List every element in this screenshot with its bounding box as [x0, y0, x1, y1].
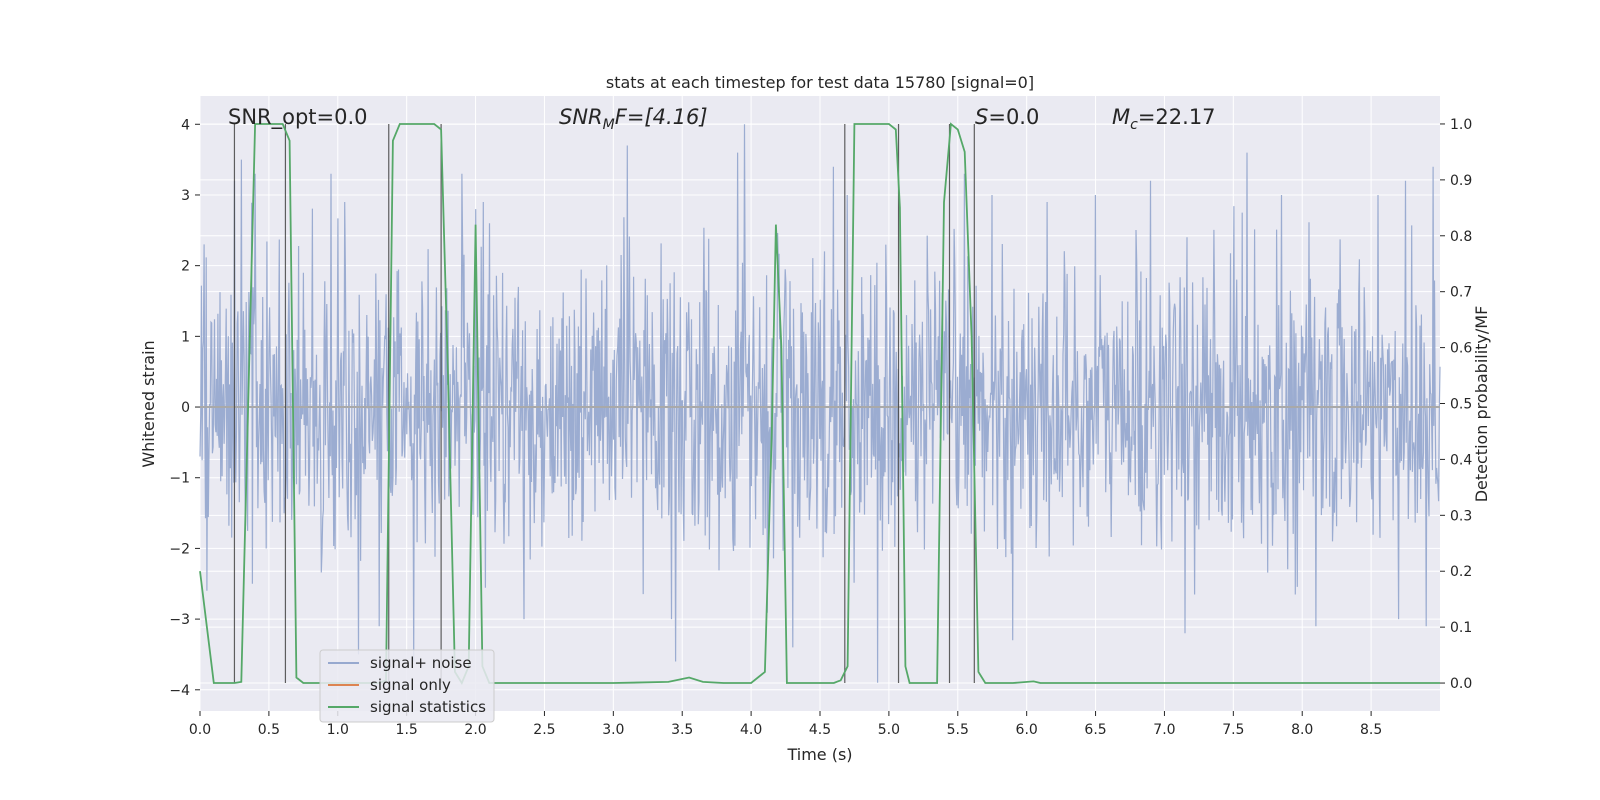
- annotation-snr-mf-main: SNR: [559, 105, 603, 129]
- x-tick-label-3: 1.5: [396, 722, 418, 738]
- series-signal-noise: [199, 124, 1441, 683]
- annotation-mc-tail: =22.17: [1138, 105, 1216, 129]
- signal-statistics-line: [199, 122, 1440, 685]
- signal-noise-line: [199, 124, 1441, 683]
- annotation-snr-opt: SNR_opt=0.0: [228, 105, 368, 130]
- annotation-mc-main: M: [1112, 105, 1130, 129]
- x-tick-label-10: 5.0: [878, 722, 900, 738]
- x-tick-label-5: 2.5: [533, 722, 555, 738]
- chart-title: stats at each timestep for test data 157…: [606, 73, 1034, 92]
- y-tick-label-1: 3: [181, 188, 190, 204]
- x-tick-label-6: 3.0: [602, 722, 624, 738]
- annotation-snr-mf-tail: F=[4.16]: [615, 105, 708, 129]
- y2-tick-label-0: 1.0: [1450, 117, 1472, 133]
- y-tick-label-6: −2: [169, 541, 190, 557]
- x-tick-label-1: 0.5: [258, 722, 280, 738]
- y2-tick-label-5: 0.5: [1450, 397, 1472, 413]
- y-axis-label: Whitened strain: [139, 340, 158, 467]
- y2-tick-label-1: 0.9: [1450, 173, 1472, 189]
- vertical-markers: [233, 123, 975, 684]
- x-tick-label-15: 7.5: [1222, 722, 1244, 738]
- x-tick-label-8: 4.0: [740, 722, 762, 738]
- annotation-snr-mf-sub: M: [603, 117, 615, 133]
- x-tick-label-12: 6.0: [1016, 722, 1038, 738]
- x-tick-label-7: 3.5: [671, 722, 693, 738]
- y-axis-ticks: 4 3 2 1 0 −1 −2 −3 −4: [169, 117, 200, 699]
- y-tick-label-3: 1: [181, 329, 190, 345]
- legend-box: [319, 649, 495, 723]
- x-axis-ticks: 0.0 0.5 1.0 1.5 2.0 2.5 3.0 3.5 4.0 4.5 5.0 5.5 6.0 6…: [189, 711, 1382, 738]
- legend-label-signal-noise: signal+ noise: [370, 654, 472, 672]
- y-tick-label-8: −4: [169, 683, 190, 699]
- y2-tick-label-7: 0.3: [1450, 508, 1472, 524]
- series-signal-statistics: [199, 122, 1440, 685]
- y2-tick-label-2: 0.8: [1450, 229, 1472, 245]
- y2-tick-label-6: 0.4: [1450, 452, 1472, 468]
- y2-tick-label-4: 0.6: [1450, 341, 1472, 357]
- y2-tick-label-9: 0.1: [1450, 620, 1472, 636]
- y-tick-label-0: 4: [181, 117, 190, 133]
- y-tick-label-7: −3: [169, 612, 190, 628]
- x-tick-label-17: 8.5: [1360, 722, 1382, 738]
- legend-label-signal-statistics: signal statistics: [370, 698, 486, 716]
- y-tick-label-2: 2: [181, 259, 190, 275]
- legend: signal+ noise signal only signal statist…: [319, 649, 495, 723]
- annotation-s-tail: =0.0: [988, 105, 1039, 129]
- x-axis-label: Time (s): [786, 745, 852, 764]
- x-tick-label-14: 7.0: [1153, 722, 1175, 738]
- x-tick-label-9: 4.5: [809, 722, 831, 738]
- y2-tick-label-10: 0.0: [1450, 676, 1472, 692]
- x-tick-label-4: 2.0: [464, 722, 486, 738]
- y2-tick-label-8: 0.2: [1450, 564, 1472, 580]
- y-tick-label-5: −1: [169, 471, 190, 487]
- annotation-snr-mf: SNRMF=[4.16]: [559, 105, 708, 133]
- y-tick-label-4: 0: [181, 400, 190, 416]
- annotation-s: S=0.0: [975, 105, 1039, 129]
- y2-axis-ticks: 1.0 0.9 0.8 0.7 0.6 0.5 0.4 0.3 0.2 0.1 0.0: [1440, 117, 1472, 692]
- x-tick-label-11: 5.5: [947, 722, 969, 738]
- annotation-mc: Mc=22.17: [1112, 105, 1216, 133]
- x-tick-label-16: 8.0: [1291, 722, 1313, 738]
- x-tick-label-13: 6.5: [1084, 722, 1106, 738]
- annotation-s-main: S: [975, 105, 988, 129]
- y2-tick-label-3: 0.7: [1450, 285, 1472, 301]
- annotation-mc-sub: c: [1130, 117, 1138, 133]
- x-tick-label-2: 1.0: [327, 722, 349, 738]
- x-tick-label-0: 0.0: [189, 722, 211, 738]
- y2-axis-label: Detection probability/MF: [1472, 306, 1491, 503]
- legend-label-signal-only: signal only: [370, 676, 451, 694]
